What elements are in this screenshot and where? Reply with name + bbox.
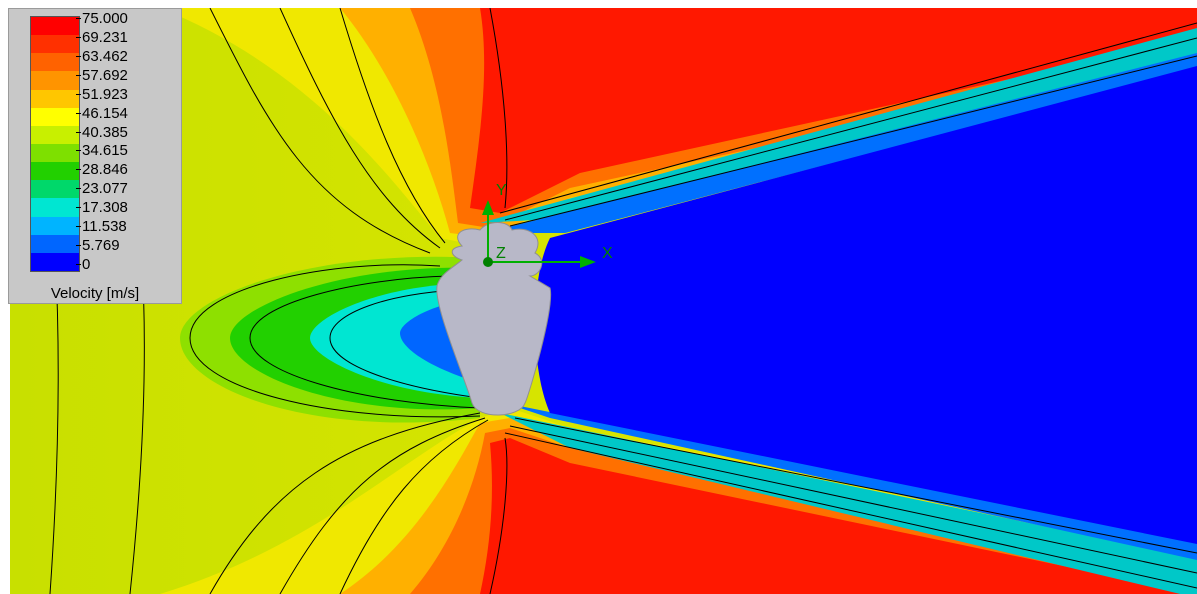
legend-color-swatch: [31, 253, 79, 271]
legend-color-bar: [30, 16, 80, 272]
velocity-contour-plot: [10, 8, 1197, 594]
legend-tick-label: 63.462: [82, 49, 128, 64]
legend-tick-label: 17.308: [82, 200, 128, 215]
legend-tick-label: 40.385: [82, 125, 128, 140]
legend-tick-label: 28.846: [82, 162, 128, 177]
legend-color-swatch: [31, 90, 79, 108]
legend-color-swatch: [31, 144, 79, 162]
legend-color-swatch: [31, 235, 79, 253]
legend-color-swatch: [31, 53, 79, 71]
legend-color-swatch: [31, 71, 79, 89]
velocity-legend[interactable]: 75.000 69.231 63.462 57.692 51.923 46.154 40.3…: [8, 8, 182, 304]
legend-tick-label: 11.538: [82, 219, 127, 234]
legend-tick-label: 51.923: [82, 87, 128, 102]
legend-color-swatch: [31, 108, 79, 126]
legend-tick-label: 69.231: [82, 30, 128, 45]
legend-color-swatch: [31, 17, 79, 35]
legend-color-swatch: [31, 35, 79, 53]
legend-color-swatch: [31, 126, 79, 144]
legend-color-swatch: [31, 217, 79, 235]
legend-tick-label: 46.154: [82, 106, 128, 121]
legend-tick-label: 23.077: [82, 181, 128, 196]
legend-tick-label: 5.769: [82, 238, 120, 253]
legend-color-swatch: [31, 180, 79, 198]
legend-tick-label: 0: [82, 257, 90, 272]
legend-tick-label: 75.000: [82, 11, 128, 26]
legend-color-swatch: [31, 198, 79, 216]
legend-title: Velocity [m/s]: [9, 285, 181, 302]
legend-tick-label: 57.692: [82, 68, 128, 83]
legend-color-swatch: [31, 162, 79, 180]
legend-tick-label: 34.615: [82, 143, 128, 158]
